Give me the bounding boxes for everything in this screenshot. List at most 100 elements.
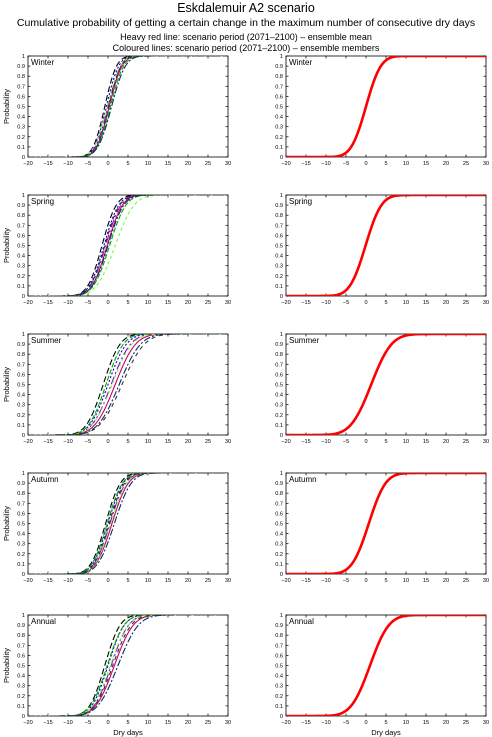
panel-title: Autumn: [31, 475, 59, 484]
y-tick-label: 0.9: [17, 342, 25, 348]
panel-title: Winter: [31, 58, 54, 67]
x-tick-label: −10: [321, 720, 331, 726]
x-tick-label: 30: [225, 300, 231, 306]
y-tick-label: 0.5: [275, 383, 283, 389]
x-tick-label: 5: [384, 161, 387, 167]
y-tick-label: 0.5: [275, 664, 283, 670]
y-tick-label: 0: [22, 572, 25, 578]
y-tick-label: 0.6: [17, 511, 25, 517]
y-axis-label: Probability: [2, 648, 11, 683]
x-tick-label: −5: [343, 161, 349, 167]
x-tick-label: 5: [126, 161, 129, 167]
y-tick-label: 0.7: [275, 643, 283, 649]
y-tick-label: 0.5: [17, 664, 25, 670]
y-tick-label: 0.9: [275, 64, 283, 70]
y-tick-label: 0: [280, 155, 283, 161]
y-tick-label: 0.5: [17, 522, 25, 528]
x-tick-label: −20: [281, 720, 291, 726]
y-tick-label: 0.8: [275, 74, 283, 80]
x-tick-label: −10: [321, 161, 331, 167]
x-tick-label: −5: [343, 578, 349, 584]
y-tick-label: 0.4: [17, 393, 25, 399]
x-tick-label: −15: [43, 439, 53, 445]
x-tick-label: 20: [185, 720, 191, 726]
x-tick-label: 20: [185, 300, 191, 306]
x-tick-label: 30: [483, 161, 489, 167]
ensemble-member-line: [28, 56, 228, 157]
y-tick-label: 0.6: [275, 653, 283, 659]
x-tick-label: 30: [225, 720, 231, 726]
y-tick-label: 0.2: [17, 135, 25, 141]
x-tick-label: −15: [301, 578, 311, 584]
x-tick-label: −10: [63, 161, 73, 167]
y-tick-label: 0: [280, 572, 283, 578]
y-tick-label: 0.2: [275, 413, 283, 419]
ensemble-member-line: [28, 334, 228, 435]
y-axis-label: Probability: [2, 506, 11, 541]
y-tick-label: 0.4: [275, 674, 283, 680]
x-tick-label: 10: [145, 439, 151, 445]
y-tick-label: 0: [22, 714, 25, 720]
y-tick-label: 0.3: [17, 125, 25, 131]
y-tick-label: 0.9: [275, 342, 283, 348]
x-tick-label: 0: [106, 161, 109, 167]
x-tick-label: −5: [343, 300, 349, 306]
panel-title: Annual: [31, 617, 56, 626]
x-tick-label: 10: [145, 161, 151, 167]
y-tick-label: 0.1: [17, 145, 25, 151]
y-tick-label: 1: [280, 471, 283, 477]
x-tick-label: 30: [225, 161, 231, 167]
y-tick-label: 0.5: [17, 383, 25, 389]
y-tick-label: 1: [22, 193, 25, 199]
panel-title: Spring: [289, 197, 312, 206]
y-tick-label: 0.6: [17, 653, 25, 659]
y-tick-label: 0.7: [275, 501, 283, 507]
y-tick-label: 0.7: [17, 84, 25, 90]
x-tick-label: 25: [463, 161, 469, 167]
x-tick-label: 25: [205, 300, 211, 306]
panel-title: Winter: [289, 58, 312, 67]
y-tick-label: 0.3: [275, 542, 283, 548]
x-tick-label: −20: [281, 578, 291, 584]
x-axis-label: Dry days: [371, 728, 401, 737]
x-tick-label: −5: [343, 439, 349, 445]
x-tick-label: 20: [185, 161, 191, 167]
y-tick-label: 0.2: [17, 552, 25, 558]
y-tick-label: 0.3: [17, 403, 25, 409]
panel-winter-members: −20 −15 −10 −5 0 5 10 15 20 25 30 0 0.1 0.2 0.3 0.4 0.5 0…: [2, 54, 231, 167]
x-tick-label: −20: [23, 720, 33, 726]
y-tick-label: 0.7: [17, 643, 25, 649]
x-tick-label: −20: [281, 300, 291, 306]
x-tick-label: 0: [364, 300, 367, 306]
y-tick-label: 0.7: [17, 223, 25, 229]
x-tick-label: −10: [63, 720, 73, 726]
y-tick-label: 0.7: [17, 362, 25, 368]
x-tick-label: −5: [85, 720, 91, 726]
x-tick-label: 10: [403, 300, 409, 306]
y-tick-label: 0.3: [17, 542, 25, 548]
ensemble-member-line: [28, 473, 228, 574]
x-tick-label: 5: [384, 300, 387, 306]
x-tick-label: −5: [343, 720, 349, 726]
x-tick-label: −15: [43, 720, 53, 726]
x-tick-label: 0: [364, 578, 367, 584]
ensemble-mean-line: [286, 473, 486, 574]
y-tick-label: 1: [280, 193, 283, 199]
x-tick-label: 10: [145, 300, 151, 306]
ensemble-member-line: [28, 473, 228, 574]
plot-frame: [27, 55, 229, 158]
y-tick-label: 0.5: [17, 244, 25, 250]
x-tick-label: 30: [483, 578, 489, 584]
panel-title: Autumn: [289, 475, 317, 484]
y-tick-label: 0: [280, 433, 283, 439]
panel-title: Summer: [289, 336, 320, 345]
x-tick-label: 15: [423, 720, 429, 726]
x-axis-label: Dry days: [113, 728, 143, 737]
ensemble-member-line: [28, 334, 228, 435]
x-tick-label: −20: [23, 578, 33, 584]
panel-annual-mean: −20 −15 −10 −5 0 5 10 15 20 25 30 0 0.1 0.2 0.3 0.4 0.5 0…: [275, 613, 489, 737]
y-tick-label: 0.5: [275, 105, 283, 111]
x-tick-label: −10: [321, 300, 331, 306]
x-tick-label: 15: [423, 439, 429, 445]
